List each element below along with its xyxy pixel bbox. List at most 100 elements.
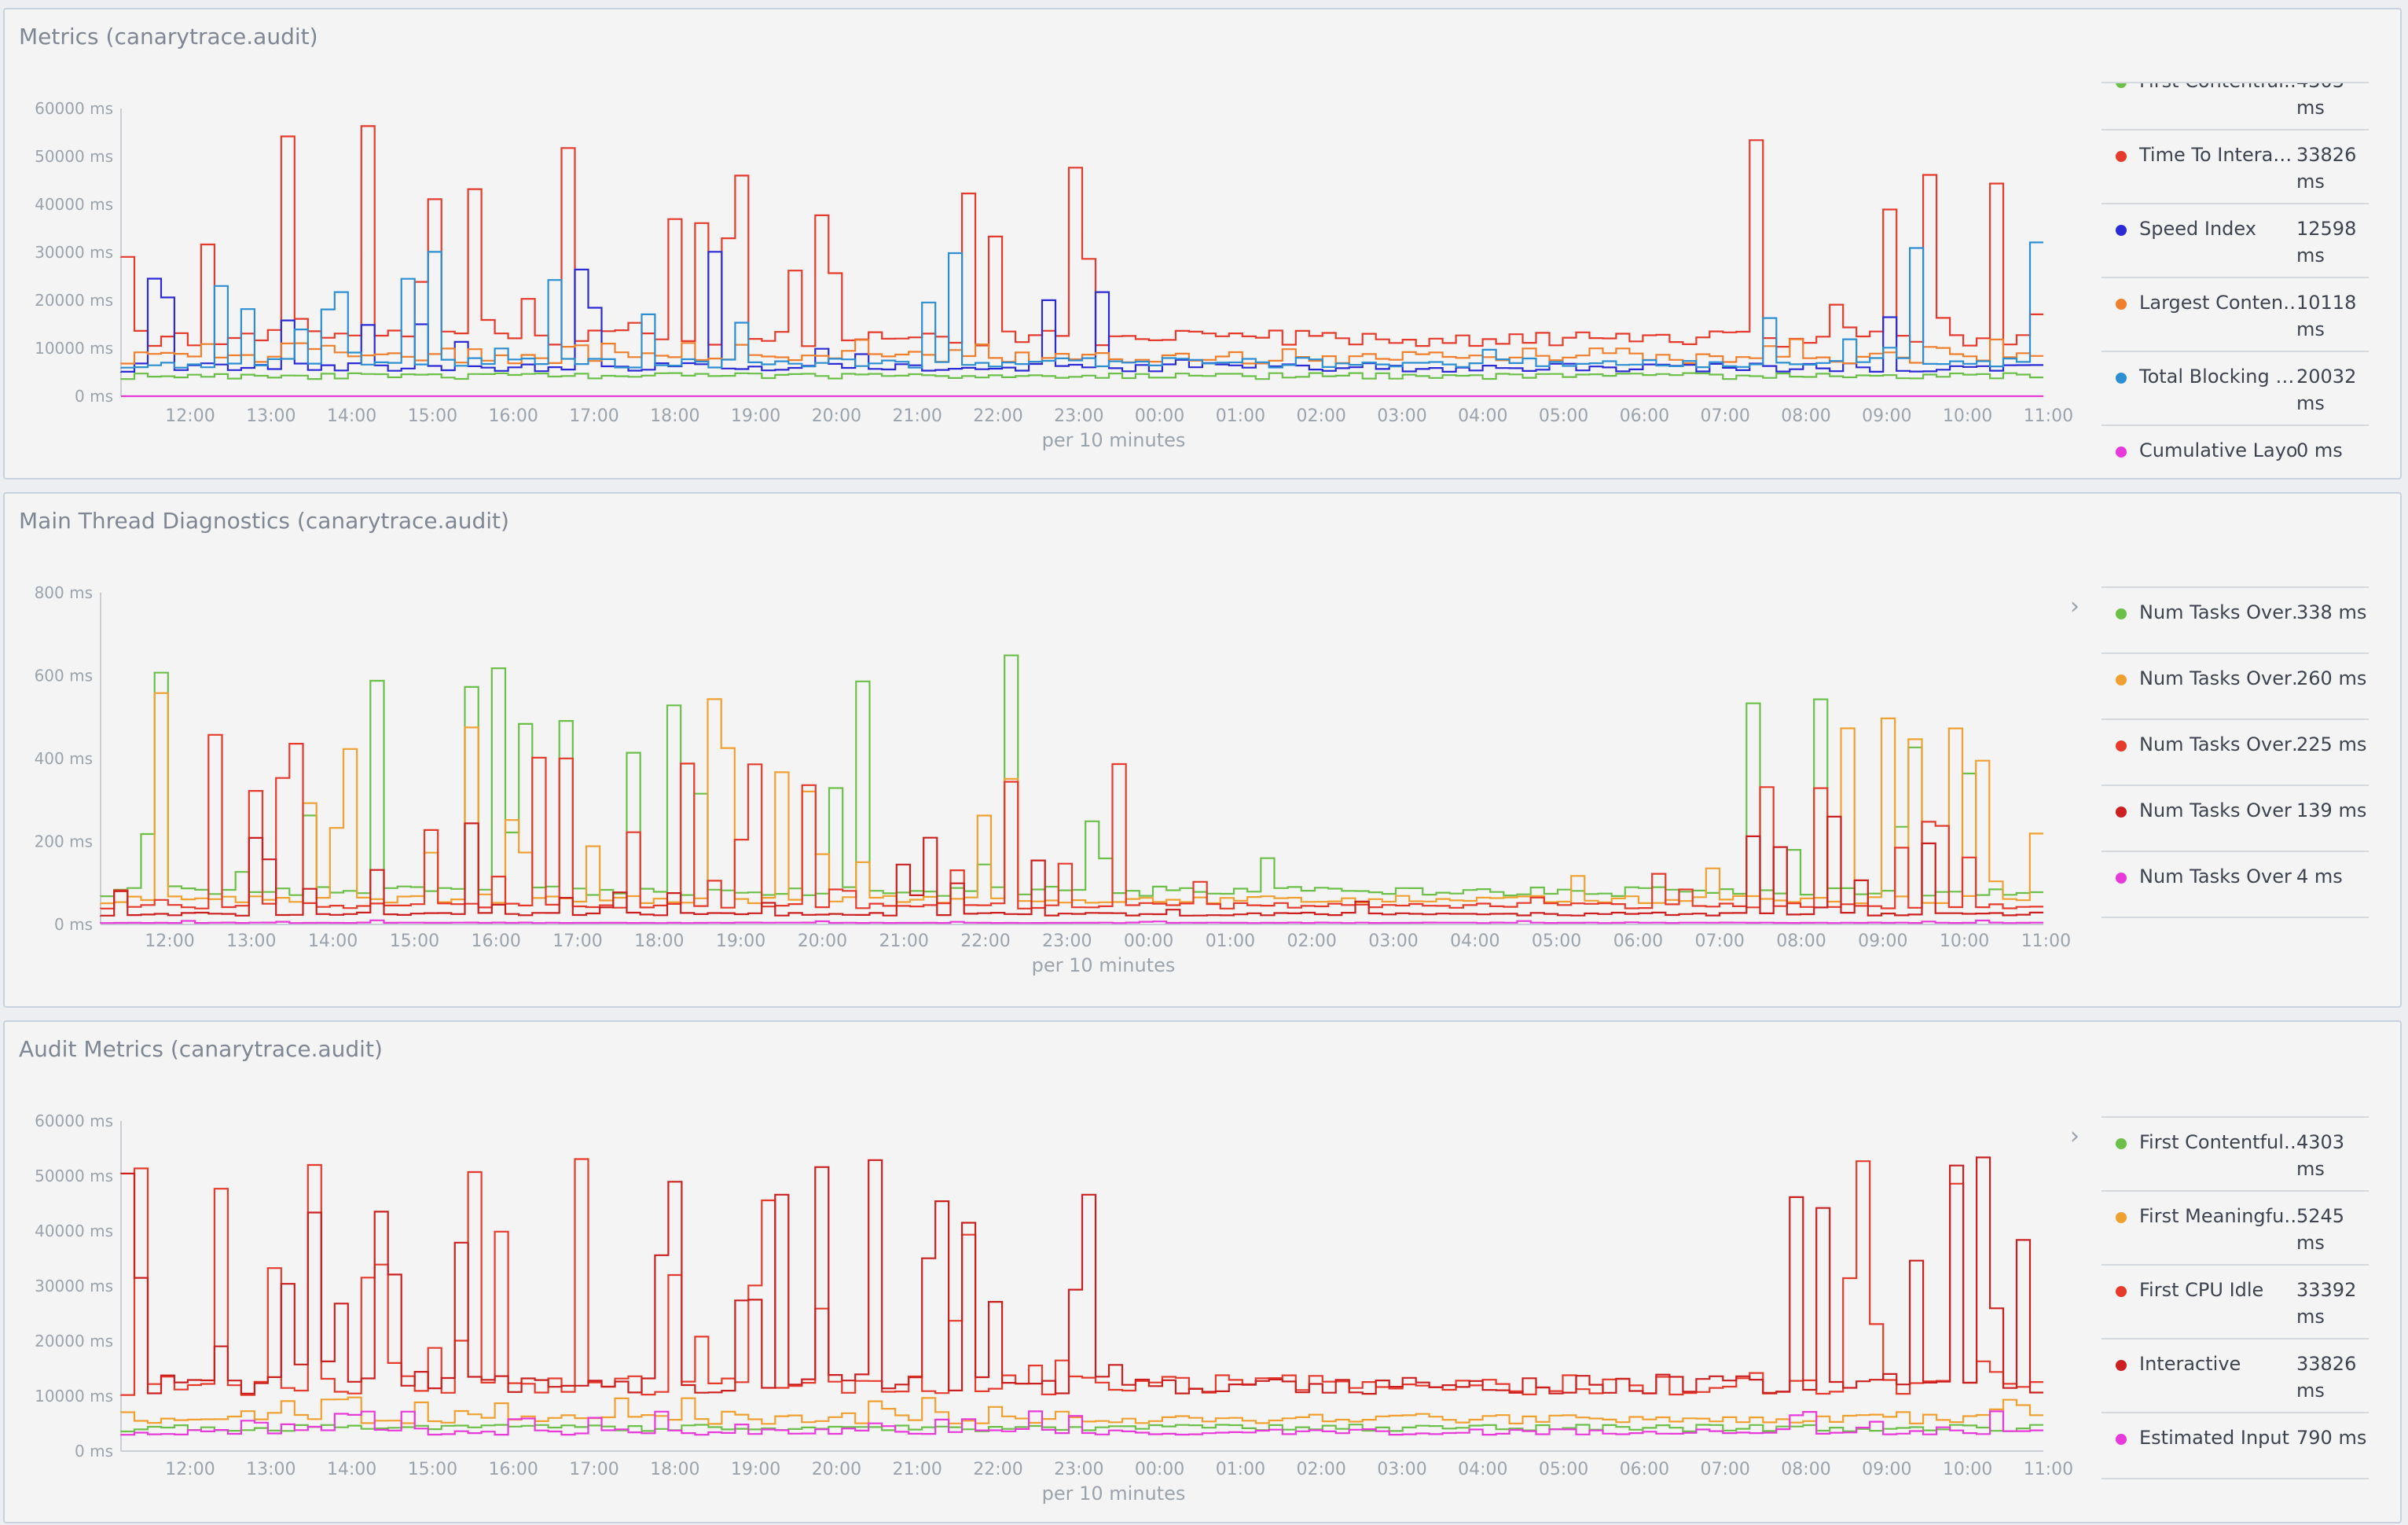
legend-item[interactable]: Total Blocking … 20032 ms (2101, 352, 2369, 426)
y-tick-label: 10000 ms (35, 1387, 113, 1406)
y-tick-label: 50000 ms (35, 1167, 113, 1185)
x-tick-label: 13:00 (246, 406, 295, 426)
legend-item[interactable]: Num Tasks Over…225 ms (2101, 720, 2369, 786)
x-tick-label: 19:00 (731, 1460, 780, 1479)
legend-series-value: 10118 ms (2296, 292, 2357, 340)
legend-color-dot (2116, 807, 2127, 818)
x-tick-label: 06:00 (1620, 1460, 1669, 1479)
x-tick-label: 14:00 (327, 406, 376, 426)
x-tick-label: 13:00 (246, 1460, 295, 1479)
audit-metrics-chart[interactable]: 60000 ms 50000 ms 40000 ms 30000 ms 20000 ms… (5, 1022, 2095, 1525)
x-tick-label: 04:00 (1458, 1460, 1507, 1479)
x-tick-label: 07:00 (1700, 406, 1749, 426)
legend-item[interactable]: Cumulative Layout…0 ms (2101, 426, 2369, 467)
legend-series-value: 338 ms (2296, 601, 2367, 623)
legend-series-value: 33826 ms (2296, 144, 2357, 193)
x-tick-label: 09:00 (1862, 1460, 1911, 1479)
x-tick-label: 00:00 (1135, 1460, 1184, 1479)
legend-series-name: First CPU Idle (2139, 1279, 2264, 1301)
y-tick-label: 400 ms (35, 749, 93, 768)
legend-item[interactable]: Num Tasks Over…260 ms (2101, 654, 2369, 720)
legend-item[interactable]: Num Tasks Over …139 ms (2101, 786, 2369, 852)
legend-item[interactable]: Estimated Input …790 ms (2101, 1413, 2369, 1479)
x-tick-label: 10:00 (1943, 406, 1992, 426)
x-tick-label: 15:00 (390, 932, 439, 951)
legend-series-value: 4303 ms (2296, 1131, 2345, 1180)
legend-item[interactable]: Num Tasks Over 5…4 ms (2101, 852, 2369, 918)
series-line (119, 372, 2043, 380)
main-thread-diagnostics-panel: Main Thread Diagnostics (canarytrace.aud… (3, 492, 2402, 1008)
legend-item[interactable]: Interactive 33826 ms (2101, 1339, 2369, 1413)
chevron-right-icon[interactable]: › (2070, 1123, 2079, 1150)
legend-color-dot (2116, 1212, 2127, 1223)
x-tick-label: 07:00 (1694, 932, 1744, 951)
legend-item[interactable]: First Contentful…4303 ms (2101, 1118, 2369, 1192)
legend-item[interactable]: Time To Intera… 33826 ms (2101, 130, 2369, 204)
x-tick-label: 05:00 (1532, 932, 1581, 951)
x-tick-label: 11:00 (2024, 1460, 2073, 1479)
y-tick-label: 20000 ms (35, 1332, 113, 1350)
legend-color-dot (2116, 1138, 2127, 1149)
series-line (121, 241, 2043, 369)
series-line (119, 125, 2043, 348)
legend-item[interactable]: First CPU Idle 33392 ms (2101, 1266, 2369, 1339)
x-tick-label: 10:00 (1943, 1460, 1992, 1479)
y-tick-label: 60000 ms (35, 99, 113, 118)
legend-item[interactable]: Num Tasks Over…338 ms (2101, 588, 2369, 654)
legend-item[interactable]: First Contentful…4303 ms (2101, 83, 2369, 130)
y-tick-label: 0 ms (75, 1442, 113, 1461)
x-tick-label: 13:00 (226, 932, 276, 951)
legend-color-dot (2116, 151, 2127, 162)
x-tick-label: 06:00 (1613, 932, 1663, 951)
legend-color-dot (2116, 1286, 2127, 1297)
x-tick-label: 16:00 (471, 932, 520, 951)
chevron-right-icon[interactable]: › (2070, 593, 2079, 620)
x-tick-label: 23:00 (1054, 406, 1103, 426)
x-tick-label: 00:00 (1135, 406, 1184, 426)
x-tick-label: 08:00 (1781, 1460, 1830, 1479)
legend-color-dot (2116, 674, 2127, 685)
legend-item[interactable]: Largest Conten…10118 ms (2101, 278, 2369, 352)
y-tick-label: 50000 ms (35, 147, 113, 166)
x-tick-label: 22:00 (973, 406, 1022, 426)
legend-series-value: 4303 ms (2296, 83, 2344, 119)
x-tick-label: 03:00 (1368, 932, 1418, 951)
legend-series-value: 225 ms (2296, 733, 2367, 755)
legend-color-dot (2116, 873, 2127, 884)
legend-item[interactable]: Speed Index 12598 ms (2101, 204, 2369, 278)
x-tick-label: 03:00 (1377, 406, 1426, 426)
y-tick-label: 30000 ms (35, 243, 113, 262)
series-line (119, 1156, 2043, 1395)
x-tick-label: 03:00 (1377, 1460, 1426, 1479)
legend-series-name: Estimated Input … (2139, 1427, 2296, 1449)
legend-color-dot (2116, 83, 2127, 88)
legend-series-value: 0 ms (2296, 439, 2343, 461)
x-tick-label: 09:00 (1858, 932, 1907, 951)
x-tick-label: 19:00 (731, 406, 780, 426)
main-thread-chart[interactable]: 800 ms 600 ms 400 ms 200 ms 0 ms 12:00 13:00 14… (5, 494, 2095, 1009)
legend-color-dot (2116, 740, 2127, 751)
legend-series-value: 33826 ms (2296, 1353, 2357, 1402)
x-tick-label: 14:00 (327, 1460, 376, 1479)
y-tick-label: 40000 ms (35, 195, 113, 214)
x-tick-label: 10:00 (1940, 932, 1989, 951)
x-tick-label: 21:00 (892, 406, 942, 426)
legend-series-value: 20032 ms (2296, 366, 2357, 414)
audit-metrics-legend: First Contentful…4303 ms First Meaningfu…… (2101, 1116, 2369, 1479)
x-tick-label: 22:00 (960, 932, 1010, 951)
metrics-chart[interactable]: 60000 ms 50000 ms 40000 ms 30000 ms 20000 ms… (5, 9, 2095, 481)
series-line (99, 815, 2043, 917)
legend-series-value: 12598 ms (2296, 218, 2357, 266)
legend-series-name: Cumulative Layout… (2139, 439, 2296, 461)
legend-series-name: Speed Index (2139, 218, 2256, 240)
x-tick-label: 12:00 (145, 932, 194, 951)
legend-series-value: 139 ms (2296, 799, 2367, 821)
legend-color-dot (2116, 373, 2127, 384)
series-line (99, 654, 2043, 898)
x-tick-label: 15:00 (408, 406, 457, 426)
legend-item[interactable]: First Meaningfu…5245 ms (2101, 1192, 2369, 1266)
legend-series-value: 4 ms (2296, 865, 2343, 887)
x-tick-label: 20:00 (798, 932, 847, 951)
y-tick-label: 40000 ms (35, 1222, 113, 1240)
